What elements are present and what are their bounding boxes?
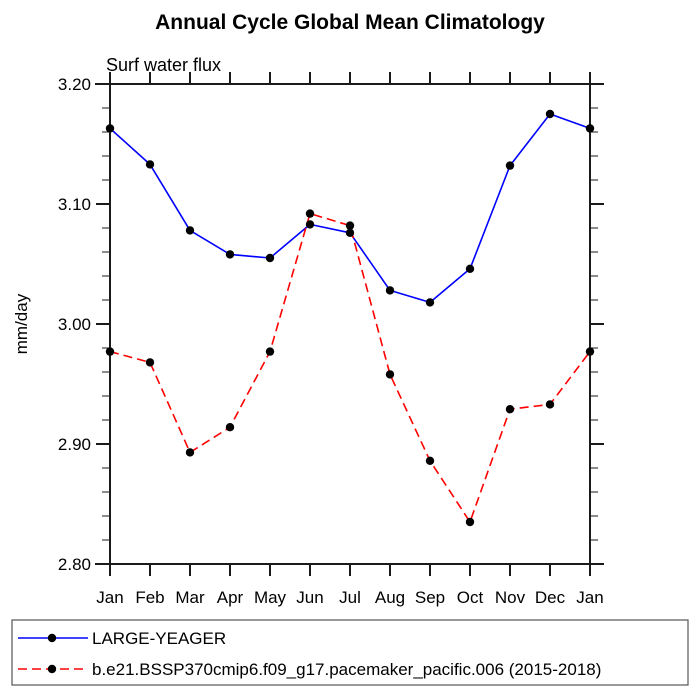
legend-marker-icon xyxy=(47,664,57,674)
data-point-marker xyxy=(505,405,515,414)
data-point-marker xyxy=(465,264,475,273)
data-point-marker xyxy=(505,161,515,170)
x-tick-label: Jan xyxy=(576,588,603,607)
plot-area: Jan Feb Mar Apr May Jun Jul Aug Sep Oct Nov Dec Jan 2… xyxy=(58,72,604,607)
legend-label-large-yeager: LARGE-YEAGER xyxy=(92,629,226,648)
y-tick-label: 2.90 xyxy=(58,435,91,454)
data-point-marker xyxy=(545,400,555,409)
legend-box xyxy=(11,619,689,686)
data-point-marker xyxy=(465,517,475,527)
x-tick-label: Feb xyxy=(135,588,164,607)
x-tick-label: Jan xyxy=(96,588,123,607)
chart-subtitle: Surf water flux xyxy=(106,55,221,75)
data-point-marker xyxy=(305,220,315,229)
x-tick-label: May xyxy=(254,588,287,607)
x-tick-label: Sep xyxy=(415,588,445,607)
data-point-marker xyxy=(545,109,555,119)
data-point-marker xyxy=(385,286,395,295)
data-point-marker xyxy=(585,347,595,356)
legend: LARGE-YEAGER b.e21.BSSP370cmip6.f09_g17.… xyxy=(11,619,689,686)
y-tick-label: 3.00 xyxy=(58,315,91,334)
x-tick-label: Dec xyxy=(535,588,566,607)
data-point-marker xyxy=(145,358,155,367)
data-point-marker xyxy=(265,347,275,356)
data-point-marker xyxy=(105,124,115,133)
legend-entry-pacemaker-pacific: b.e21.BSSP370cmip6.f09_g17.pacemaker_pac… xyxy=(18,660,601,679)
data-point-marker xyxy=(145,160,155,169)
legend-marker-icon xyxy=(47,633,57,643)
y-axis-label: mm/day xyxy=(12,293,31,354)
data-point-marker xyxy=(185,226,195,235)
data-point-marker xyxy=(385,370,395,379)
x-tick-label: Oct xyxy=(457,588,484,607)
legend-label-pacemaker-pacific: b.e21.BSSP370cmip6.f09_g17.pacemaker_pac… xyxy=(92,660,601,679)
y-tick-label: 3.10 xyxy=(58,195,91,214)
data-point-marker xyxy=(345,228,355,237)
legend-entry-large-yeager: LARGE-YEAGER xyxy=(18,629,226,648)
data-point-marker xyxy=(185,448,195,457)
data-point-marker xyxy=(425,298,435,307)
x-tick-label: Jul xyxy=(339,588,361,607)
data-point-marker xyxy=(225,423,235,432)
x-tick-label: Aug xyxy=(375,588,405,607)
series-line-1 xyxy=(109,212,591,523)
data-point-marker xyxy=(265,253,275,263)
x-tick-label: Nov xyxy=(495,588,526,607)
y-tick-label: 2.80 xyxy=(58,555,91,574)
axes-frame xyxy=(95,72,604,576)
data-point-marker xyxy=(225,250,235,259)
data-point-marker xyxy=(305,209,315,218)
data-point-marker xyxy=(105,347,115,356)
series-line-0 xyxy=(109,113,591,304)
x-tick-label: Mar xyxy=(175,588,205,607)
y-tick-label: 3.20 xyxy=(58,75,91,94)
x-tick-label: Apr xyxy=(217,588,244,607)
chart-title: Annual Cycle Global Mean Climatology xyxy=(155,11,545,34)
data-point-marker xyxy=(345,221,355,230)
data-point-marker xyxy=(425,456,435,465)
data-point-marker xyxy=(585,124,595,133)
x-tick-label: Jun xyxy=(296,588,323,607)
